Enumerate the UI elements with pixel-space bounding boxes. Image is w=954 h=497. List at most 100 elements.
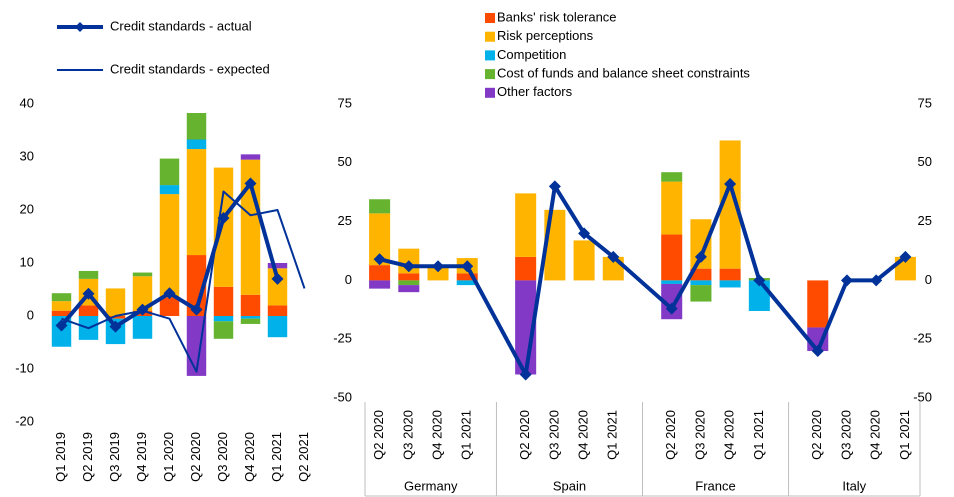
bar-segment [807, 280, 829, 328]
bar-segment [159, 158, 180, 186]
legend-swatch [485, 13, 495, 23]
y2-tick-label: 0 [925, 272, 932, 287]
legend-label: Cost of funds and balance sheet constrai… [497, 66, 750, 81]
group-label: Spain [553, 478, 586, 493]
line-marker [724, 177, 737, 190]
line-marker [163, 287, 176, 300]
line-series [379, 181, 907, 377]
bar-segment [369, 199, 391, 214]
x-tick-label: Q1 2021 [897, 410, 912, 460]
x-tick-label: Q4 2020 [429, 410, 444, 460]
bar-segment [456, 280, 478, 286]
x-tick-label: Q1 2019 [53, 432, 68, 482]
x-tick-label: Q3 2020 [546, 410, 561, 460]
line-marker [753, 274, 766, 287]
legend-label: Competition [497, 47, 566, 62]
bar-segment [398, 273, 420, 281]
legend-label: Banks' risk tolerance [497, 9, 617, 24]
x-tick-label: Q2 2020 [517, 410, 532, 460]
bar-segment [51, 293, 72, 302]
y-tick-label: 75 [338, 95, 352, 110]
y2-tick-label: -50 [913, 389, 932, 404]
bar-segment [719, 268, 741, 281]
bar-segment [240, 318, 261, 324]
bar-segment [159, 194, 180, 298]
legend-label: Credit standards - actual [110, 18, 252, 33]
x-tick-label: Q1 2021 [605, 410, 620, 460]
legend-swatch [485, 31, 495, 42]
x-tick-label: Q1 2021 [459, 410, 474, 460]
legend-swatch [485, 50, 495, 61]
line-marker [271, 272, 284, 285]
x-tick-label: Q2 2019 [80, 432, 95, 482]
bar-segment [267, 268, 288, 306]
bar-segment [369, 280, 391, 289]
legend-swatch [485, 87, 495, 98]
bar-segment [132, 316, 153, 339]
y-tick-label: 0 [345, 272, 352, 287]
x-tick-label: Q2 2020 [188, 432, 203, 482]
line-marker [82, 287, 95, 300]
line-marker [55, 319, 68, 332]
x-tick-label: Q2 2021 [296, 432, 311, 482]
bar-segment [213, 321, 234, 339]
bar-segment [240, 316, 261, 319]
x-tick-label: Q4 2020 [242, 432, 257, 482]
y2-tick-label: 25 [918, 213, 932, 228]
bar-segment [661, 181, 683, 235]
line-marker [899, 250, 912, 263]
bar-segment [456, 273, 478, 281]
line-marker [190, 303, 203, 316]
line-marker [519, 368, 532, 381]
y2-tick-label: 75 [918, 95, 932, 110]
bar-segment [267, 305, 288, 316]
bar-segment [132, 272, 153, 277]
bar-segment [661, 172, 683, 182]
line-marker [109, 320, 122, 333]
x-tick-label: Q1 2021 [751, 410, 766, 460]
bar-segment [186, 255, 207, 316]
group-label: Italy [842, 478, 866, 493]
bar-segment [690, 268, 712, 281]
bar-segment [719, 140, 741, 269]
bar-segment [690, 280, 712, 286]
x-tick-label: Q1 2020 [161, 432, 176, 482]
bar-segment [573, 240, 595, 281]
bar-segment [159, 185, 180, 195]
x-tick-label: Q3 2020 [838, 410, 853, 460]
bar-segment [661, 283, 683, 320]
y2-tick-label: -25 [913, 331, 932, 346]
bar-segment [51, 310, 72, 316]
y-tick-label: 50 [338, 154, 352, 169]
x-tick-label: Q3 2020 [692, 410, 707, 460]
group-label: France [695, 478, 735, 493]
line-marker [870, 274, 883, 287]
group-label: Germany [404, 478, 458, 493]
bar-segment [398, 280, 420, 286]
bar-segment [186, 139, 207, 150]
line-marker [578, 227, 591, 240]
y-tick-label: -50 [333, 389, 352, 404]
y-tick-label: 0 [27, 307, 34, 322]
y-tick-label: -10 [15, 360, 34, 375]
bar-segment [369, 265, 391, 281]
x-tick-label: Q1 2021 [269, 432, 284, 482]
bar-segment [369, 213, 391, 266]
legend-label: Other factors [497, 84, 573, 99]
y-tick-label: 30 [20, 148, 34, 163]
x-tick-label: Q2 2020 [663, 410, 678, 460]
bar-segment [213, 286, 234, 316]
bar-segment [240, 294, 261, 316]
legend-marker [75, 22, 85, 32]
line-marker [665, 302, 678, 315]
y-tick-label: 20 [20, 201, 34, 216]
line-marker [811, 344, 824, 357]
x-tick-label: Q4 2020 [722, 410, 737, 460]
line-marker [461, 260, 474, 273]
line-series [61, 190, 306, 373]
bar-segment [267, 263, 288, 269]
line-marker [136, 303, 149, 316]
bar-segment [515, 256, 537, 281]
x-tick-label: Q3 2019 [107, 432, 122, 482]
legend-label: Risk perceptions [497, 28, 594, 43]
